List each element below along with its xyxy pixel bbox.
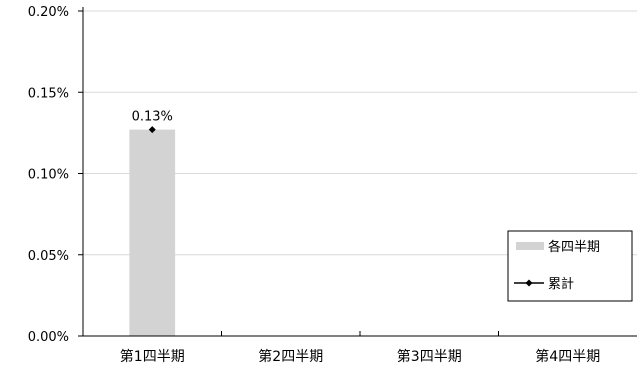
x-tick-label: 第2四半期 [258, 348, 323, 365]
y-tick-label: 0.00% [28, 330, 69, 345]
cumulative-line [148, 126, 156, 134]
y-tick-label: 0.10% [28, 168, 69, 183]
x-axis-tick-labels: 第1四半期 第2四半期 第3四半期 第4四半期 [120, 348, 600, 365]
data-label: 0.13% [132, 110, 173, 125]
y-tick-label: 0.20% [28, 5, 69, 20]
bars [129, 129, 176, 336]
legend-label-line: 累計 [548, 276, 574, 292]
x-tick-label: 第3四半期 [397, 348, 462, 365]
x-tick-label: 第4四半期 [535, 348, 600, 365]
data-labels: 0.13% [132, 110, 173, 125]
x-tick-label: 第1四半期 [120, 348, 185, 365]
legend-swatch-bar [516, 242, 544, 250]
bar-第1四半期 [129, 129, 176, 336]
legend-swatch-marker [525, 279, 533, 287]
y-tick-label: 0.05% [28, 249, 69, 264]
line-point [148, 126, 156, 134]
legend-label-bar: 各四半期 [548, 239, 600, 255]
axes [78, 7, 637, 337]
y-tick-label: 0.15% [28, 86, 69, 101]
y-axis-tick-labels: 0.00% 0.05% 0.10% 0.15% 0.20% [28, 5, 69, 345]
